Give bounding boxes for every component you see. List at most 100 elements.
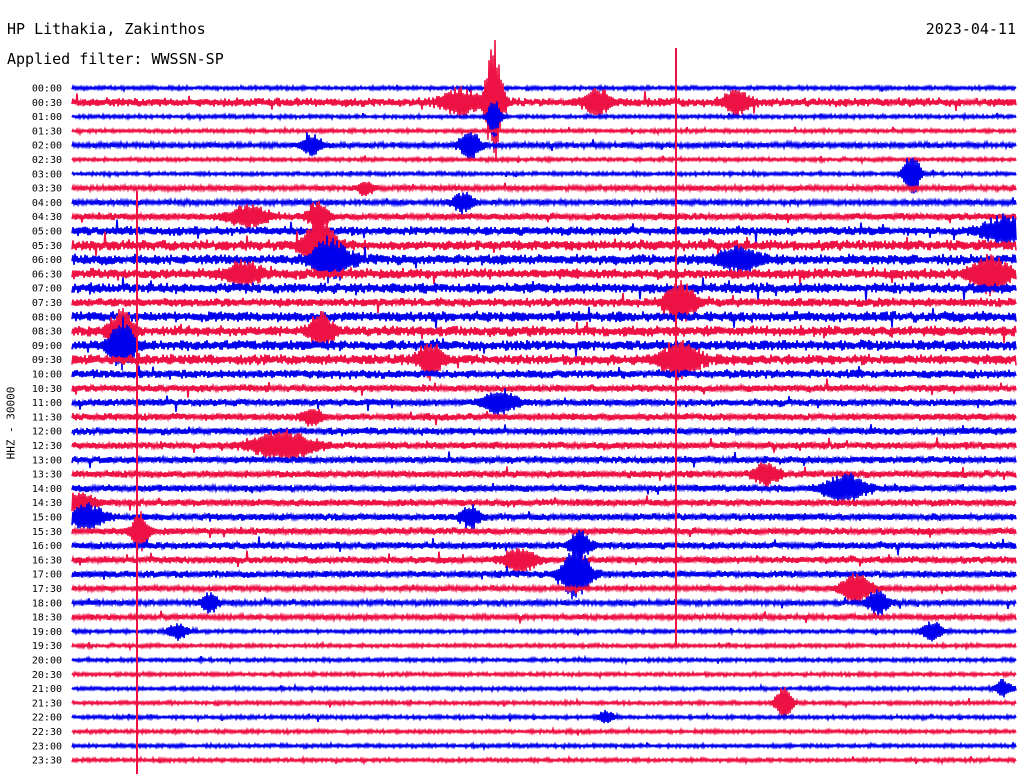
trace-row-0530 [71,217,1017,279]
tick-label-0400: 04:00 [32,198,62,209]
trace-row-0300 [71,157,1017,194]
tick-label-1600: 16:00 [32,541,62,552]
trace-row-1700 [71,548,1017,600]
tick-label-1200: 12:00 [32,427,62,438]
tick-label-0600: 06:00 [32,255,62,266]
trace-row-0730 [71,280,1017,323]
tick-label-0230: 02:30 [32,155,62,166]
trace-row-1300 [71,451,1017,469]
tick-label-1400: 14:00 [32,484,62,495]
trace-row-2100 [71,678,1017,698]
trace-row-0930 [71,340,1017,382]
tick-label-0000: 00:00 [32,84,62,95]
trace-row-2130 [71,686,1017,720]
trace-row-1100 [71,388,1017,416]
tick-label-1630: 16:30 [32,555,62,566]
filter-line: Applied filter: WWSSN-SP [7,50,224,68]
tick-label-0200: 02:00 [32,141,62,152]
tick-label-1430: 14:30 [32,498,62,509]
trace-row-1900 [71,621,1017,642]
trace-row-1330 [71,462,1017,490]
trace-row-0630 [71,253,1017,297]
tick-label-1900: 19:00 [32,627,62,638]
trace-row-1800 [71,589,1017,617]
trace-row-0330 [71,181,1017,196]
trace-row-0430 [71,200,1017,232]
tick-label-1830: 18:30 [32,613,62,624]
trace-row-1030 [71,378,1017,398]
tick-label-1000: 10:00 [32,370,62,381]
tick-label-0700: 07:00 [32,284,62,295]
tick-label-1730: 17:30 [32,584,62,595]
trace-row-2230 [71,725,1017,737]
tick-label-1130: 11:30 [32,412,62,423]
tick-label-1330: 13:30 [32,470,62,481]
date-label: 2023-04-11 [925,20,1016,38]
tick-label-0630: 06:30 [32,269,62,280]
tick-label-0330: 03:30 [32,184,62,195]
trace-row-2030 [71,669,1017,681]
trace-row-1430 [71,492,1017,515]
trace-row-0130 [71,125,1017,137]
tick-label-0800: 08:00 [32,312,62,323]
seismic-traces [71,39,1017,766]
tick-label-1800: 18:00 [32,598,62,609]
trace-row-0700 [71,277,1017,301]
tick-label-0530: 05:30 [32,241,62,252]
time-tick-labels: 00:00 00:30 01:00 01:30 02:00 02:30 03:00 03:30… [32,84,62,767]
spike-marks [136,48,677,775]
tick-label-0500: 05:00 [32,227,62,238]
trace-row-0830 [71,307,1017,352]
trace-row-1530 [71,511,1017,552]
tick-label-0300: 03:00 [32,169,62,180]
tick-label-0100: 01:00 [32,112,62,123]
tick-label-1930: 19:30 [32,641,62,652]
tick-label-2030: 20:30 [32,670,62,681]
trace-row-2300 [71,740,1017,752]
tick-label-0430: 04:30 [32,212,62,223]
trace-row-0600 [71,235,1017,284]
tick-label-0130: 01:30 [32,126,62,137]
trace-row-2330 [71,754,1017,766]
tick-label-1300: 13:00 [32,455,62,466]
trace-row-1830 [71,610,1017,624]
trace-row-0100 [71,101,1017,138]
tick-label-1230: 12:30 [32,441,62,452]
tick-label-2230: 22:30 [32,727,62,738]
trace-row-0900 [71,316,1017,371]
tick-label-1100: 11:00 [32,398,62,409]
trace-row-2200 [71,709,1017,724]
trace-row-1600 [71,529,1017,562]
tick-label-1700: 17:00 [32,570,62,581]
tick-label-0830: 08:30 [32,327,62,338]
tick-label-2100: 21:00 [32,684,62,695]
filter-value: WWSSN-SP [151,50,224,68]
trace-row-0230 [71,154,1017,166]
trace-row-1630 [71,548,1017,573]
tick-label-2330: 23:30 [32,756,62,767]
filter-prefix: Applied filter: [7,50,152,68]
tick-label-2130: 21:30 [32,698,62,709]
tick-label-0900: 09:00 [32,341,62,352]
trace-row-2000 [71,654,1017,666]
trace-row-1500 [71,502,1017,530]
trace-row-1930 [71,640,1017,652]
trace-row-0200 [71,132,1017,161]
tick-label-1030: 10:30 [32,384,62,395]
station-title: HP Lithakia, Zakinthos [7,20,206,38]
tick-label-1530: 15:30 [32,527,62,538]
trace-row-1730 [71,573,1017,605]
trace-row-0400 [71,191,1017,215]
trace-row-1400 [71,472,1017,505]
trace-row-0500 [71,213,1017,245]
tick-label-2000: 20:00 [32,656,62,667]
tick-label-2200: 22:00 [32,713,62,724]
trace-row-1230 [71,428,1017,461]
trace-row-0030 [71,39,1017,162]
tick-label-2300: 23:00 [32,741,62,752]
trace-row-1000 [71,365,1017,380]
trace-row-1130 [71,408,1017,427]
tick-label-0930: 09:30 [32,355,62,366]
trace-row-0800 [71,306,1017,329]
